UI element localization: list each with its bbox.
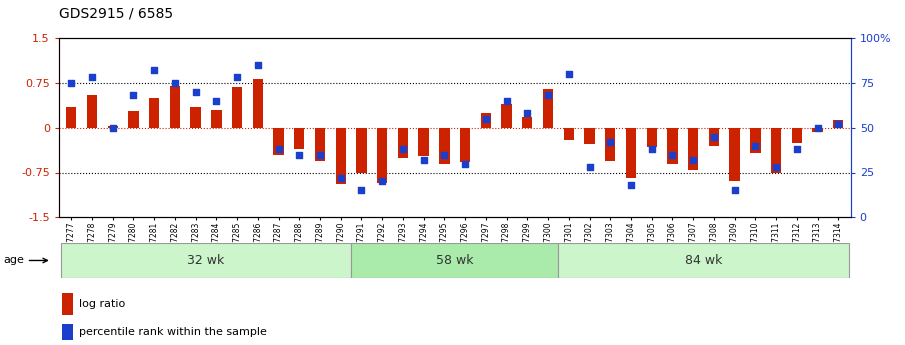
Point <box>126 92 140 98</box>
Bar <box>66 107 76 128</box>
Bar <box>771 128 781 172</box>
Point <box>644 146 659 152</box>
Point <box>748 143 763 148</box>
Bar <box>129 111 138 128</box>
Point <box>769 164 784 170</box>
Text: percentile rank within the sample: percentile rank within the sample <box>79 327 267 337</box>
Bar <box>625 128 636 178</box>
Point <box>582 164 596 170</box>
Point <box>728 188 742 193</box>
Bar <box>834 120 843 128</box>
Bar <box>481 113 491 128</box>
Text: age: age <box>3 256 47 265</box>
Point <box>541 92 556 98</box>
Point <box>230 75 244 80</box>
Point <box>292 152 307 157</box>
Text: log ratio: log ratio <box>79 299 126 309</box>
Point <box>707 134 721 139</box>
Bar <box>543 89 553 128</box>
Bar <box>232 87 243 128</box>
Point <box>520 110 535 116</box>
Point <box>85 75 100 80</box>
Point <box>64 80 79 86</box>
Point <box>167 80 182 86</box>
Bar <box>273 128 284 155</box>
Point <box>686 157 700 163</box>
Point <box>354 188 368 193</box>
Point <box>147 68 161 73</box>
Bar <box>357 128 367 172</box>
Point <box>603 139 617 145</box>
Point <box>561 71 576 77</box>
Bar <box>646 128 657 147</box>
Text: 32 wk: 32 wk <box>187 254 224 267</box>
Text: 84 wk: 84 wk <box>685 254 722 267</box>
Bar <box>62 324 73 340</box>
Point <box>106 125 120 130</box>
Bar <box>170 86 180 128</box>
Point <box>313 152 328 157</box>
Point <box>789 146 804 152</box>
Text: 58 wk: 58 wk <box>436 254 473 267</box>
Bar <box>709 128 719 146</box>
Point <box>810 125 824 130</box>
Bar <box>792 128 802 142</box>
Point <box>500 98 514 104</box>
Point <box>458 161 472 166</box>
Point <box>334 175 348 181</box>
Bar <box>87 95 97 128</box>
Bar <box>750 128 760 153</box>
Bar <box>813 128 823 132</box>
Point <box>209 98 224 104</box>
Point <box>831 121 845 127</box>
Bar <box>336 128 346 185</box>
Point <box>437 152 452 157</box>
Bar <box>398 128 408 158</box>
Bar <box>315 128 325 160</box>
Point <box>479 116 493 121</box>
Point <box>624 182 638 188</box>
Bar <box>439 128 450 164</box>
Point <box>375 179 389 184</box>
Text: GDS2915 / 6585: GDS2915 / 6585 <box>59 7 173 21</box>
Bar <box>667 128 678 164</box>
Bar <box>211 110 222 128</box>
Bar <box>460 128 471 162</box>
Bar <box>252 79 263 128</box>
Bar <box>501 104 511 128</box>
Point <box>188 89 203 95</box>
Bar <box>585 128 595 145</box>
Point <box>251 62 265 68</box>
Point <box>665 152 680 157</box>
Bar <box>522 117 532 128</box>
Bar <box>351 243 558 278</box>
Point <box>395 146 410 152</box>
Bar <box>149 98 159 128</box>
Bar <box>190 107 201 128</box>
Bar <box>61 243 351 278</box>
Bar <box>418 128 429 156</box>
Bar <box>62 293 73 315</box>
Bar <box>564 128 574 140</box>
Bar <box>377 128 387 183</box>
Bar <box>558 243 849 278</box>
Bar <box>108 127 118 128</box>
Bar <box>605 128 615 160</box>
Bar <box>688 128 699 169</box>
Bar <box>294 128 304 149</box>
Bar <box>729 128 739 181</box>
Point <box>272 146 286 152</box>
Point <box>416 157 431 163</box>
